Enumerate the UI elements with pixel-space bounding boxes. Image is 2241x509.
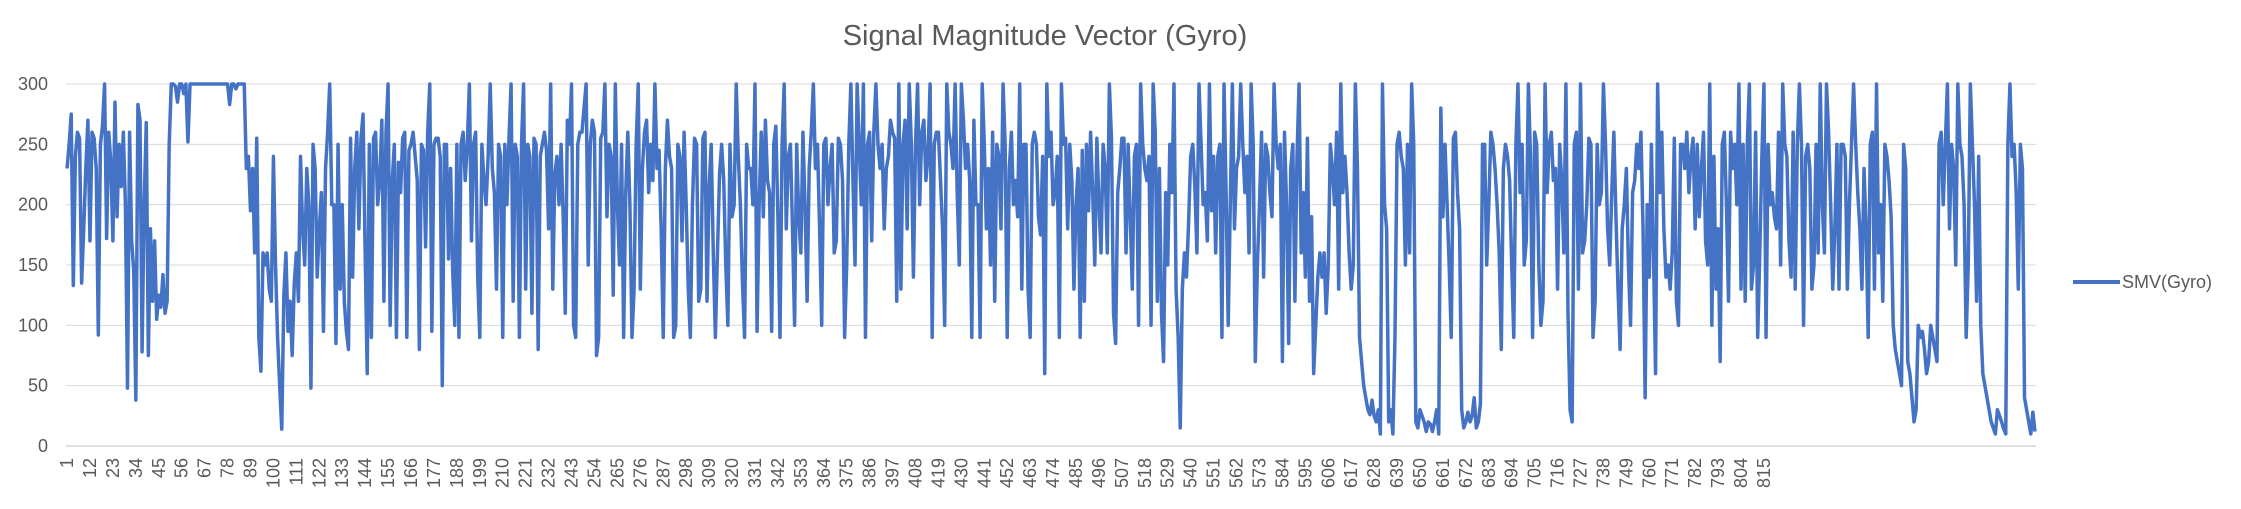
legend-label-smv-gyro: SMV(Gyro)	[2122, 272, 2212, 292]
x-tick-label: 573	[1249, 458, 1269, 488]
x-tick-label: 815	[1754, 458, 1774, 488]
x-tick-label: 562	[1227, 458, 1247, 488]
x-tick-label: 485	[1066, 458, 1086, 488]
x-axis-ticks: 1 12 23 34 45 56 67 78 89 100 111 122 133 144 155 166 17…	[57, 458, 1774, 488]
x-tick-label: 386	[860, 458, 880, 488]
x-tick-label: 793	[1708, 458, 1728, 488]
x-tick-label: 342	[768, 458, 788, 488]
x-tick-label: 408	[905, 458, 925, 488]
y-tick-label: 100	[18, 315, 48, 335]
x-tick-label: 749	[1616, 458, 1636, 488]
x-tick-label: 540	[1181, 458, 1201, 488]
x-tick-label: 474	[1043, 458, 1063, 488]
y-tick-label: 250	[18, 134, 48, 154]
plot-area	[65, 82, 2037, 436]
x-tick-label: 177	[424, 458, 444, 488]
x-tick-label: 188	[447, 458, 467, 488]
x-tick-label: 705	[1525, 458, 1545, 488]
x-tick-label: 221	[516, 458, 536, 488]
x-tick-label: 331	[745, 458, 765, 488]
x-tick-label: 166	[401, 458, 421, 488]
chart-title: Signal Magnitude Vector (Gyro)	[843, 20, 1248, 52]
x-tick-label: 1	[57, 458, 77, 468]
x-tick-label: 672	[1456, 458, 1476, 488]
x-tick-label: 23	[103, 458, 123, 478]
x-tick-label: 496	[1089, 458, 1109, 488]
x-tick-label: 78	[218, 458, 238, 478]
x-tick-label: 375	[837, 458, 857, 488]
x-tick-label: 144	[355, 458, 375, 488]
x-tick-label: 364	[814, 458, 834, 488]
legend: SMV(Gyro)	[2073, 272, 2212, 292]
x-tick-label: 100	[263, 458, 283, 488]
x-tick-label: 320	[722, 458, 742, 488]
x-tick-label: 122	[309, 458, 329, 488]
x-tick-label: 804	[1731, 458, 1751, 488]
x-tick-label: 397	[883, 458, 903, 488]
x-tick-label: 441	[974, 458, 994, 488]
x-tick-label: 430	[951, 458, 971, 488]
x-tick-label: 276	[630, 458, 650, 488]
y-tick-label: 0	[38, 436, 48, 456]
x-tick-label: 694	[1502, 458, 1522, 488]
x-tick-label: 727	[1571, 458, 1591, 488]
x-tick-label: 628	[1364, 458, 1384, 488]
x-tick-label: 12	[80, 458, 100, 478]
x-tick-label: 782	[1685, 458, 1705, 488]
x-tick-label: 155	[378, 458, 398, 488]
x-tick-label: 760	[1639, 458, 1659, 488]
x-tick-label: 661	[1433, 458, 1453, 488]
x-tick-label: 232	[539, 458, 559, 488]
x-tick-label: 67	[195, 458, 215, 478]
x-tick-label: 639	[1387, 458, 1407, 488]
y-tick-label: 200	[18, 195, 48, 215]
x-tick-label: 683	[1479, 458, 1499, 488]
x-tick-label: 210	[493, 458, 513, 488]
x-tick-label: 529	[1158, 458, 1178, 488]
x-tick-label: 45	[149, 458, 169, 478]
x-tick-label: 738	[1593, 458, 1613, 488]
y-axis-ticks: 0 50 100 150 200 250 300	[18, 74, 48, 456]
y-tick-label: 300	[18, 74, 48, 94]
x-tick-label: 463	[1020, 458, 1040, 488]
x-tick-label: 243	[562, 458, 582, 488]
y-tick-label: 50	[28, 376, 48, 396]
x-tick-label: 650	[1410, 458, 1430, 488]
x-tick-label: 419	[928, 458, 948, 488]
x-tick-label: 507	[1112, 458, 1132, 488]
x-tick-label: 133	[332, 458, 352, 488]
x-tick-label: 518	[1135, 458, 1155, 488]
x-tick-label: 584	[1272, 458, 1292, 488]
x-tick-label: 56	[172, 458, 192, 478]
x-tick-label: 199	[470, 458, 490, 488]
x-tick-label: 595	[1295, 458, 1315, 488]
x-tick-label: 617	[1341, 458, 1361, 488]
x-tick-label: 551	[1204, 458, 1224, 488]
x-tick-label: 265	[607, 458, 627, 488]
x-tick-label: 34	[126, 458, 146, 478]
x-tick-label: 309	[699, 458, 719, 488]
x-tick-label: 716	[1548, 458, 1568, 488]
x-tick-label: 771	[1662, 458, 1682, 488]
x-tick-label: 287	[653, 458, 673, 488]
x-tick-label: 606	[1318, 458, 1338, 488]
x-tick-label: 254	[584, 458, 604, 488]
x-tick-label: 298	[676, 458, 696, 488]
series-line-smv-gyro	[65, 82, 2037, 436]
x-tick-label: 353	[791, 458, 811, 488]
x-tick-label: 89	[240, 458, 260, 478]
x-tick-label: 452	[997, 458, 1017, 488]
x-tick-label: 111	[286, 458, 306, 485]
y-tick-label: 150	[18, 255, 48, 275]
